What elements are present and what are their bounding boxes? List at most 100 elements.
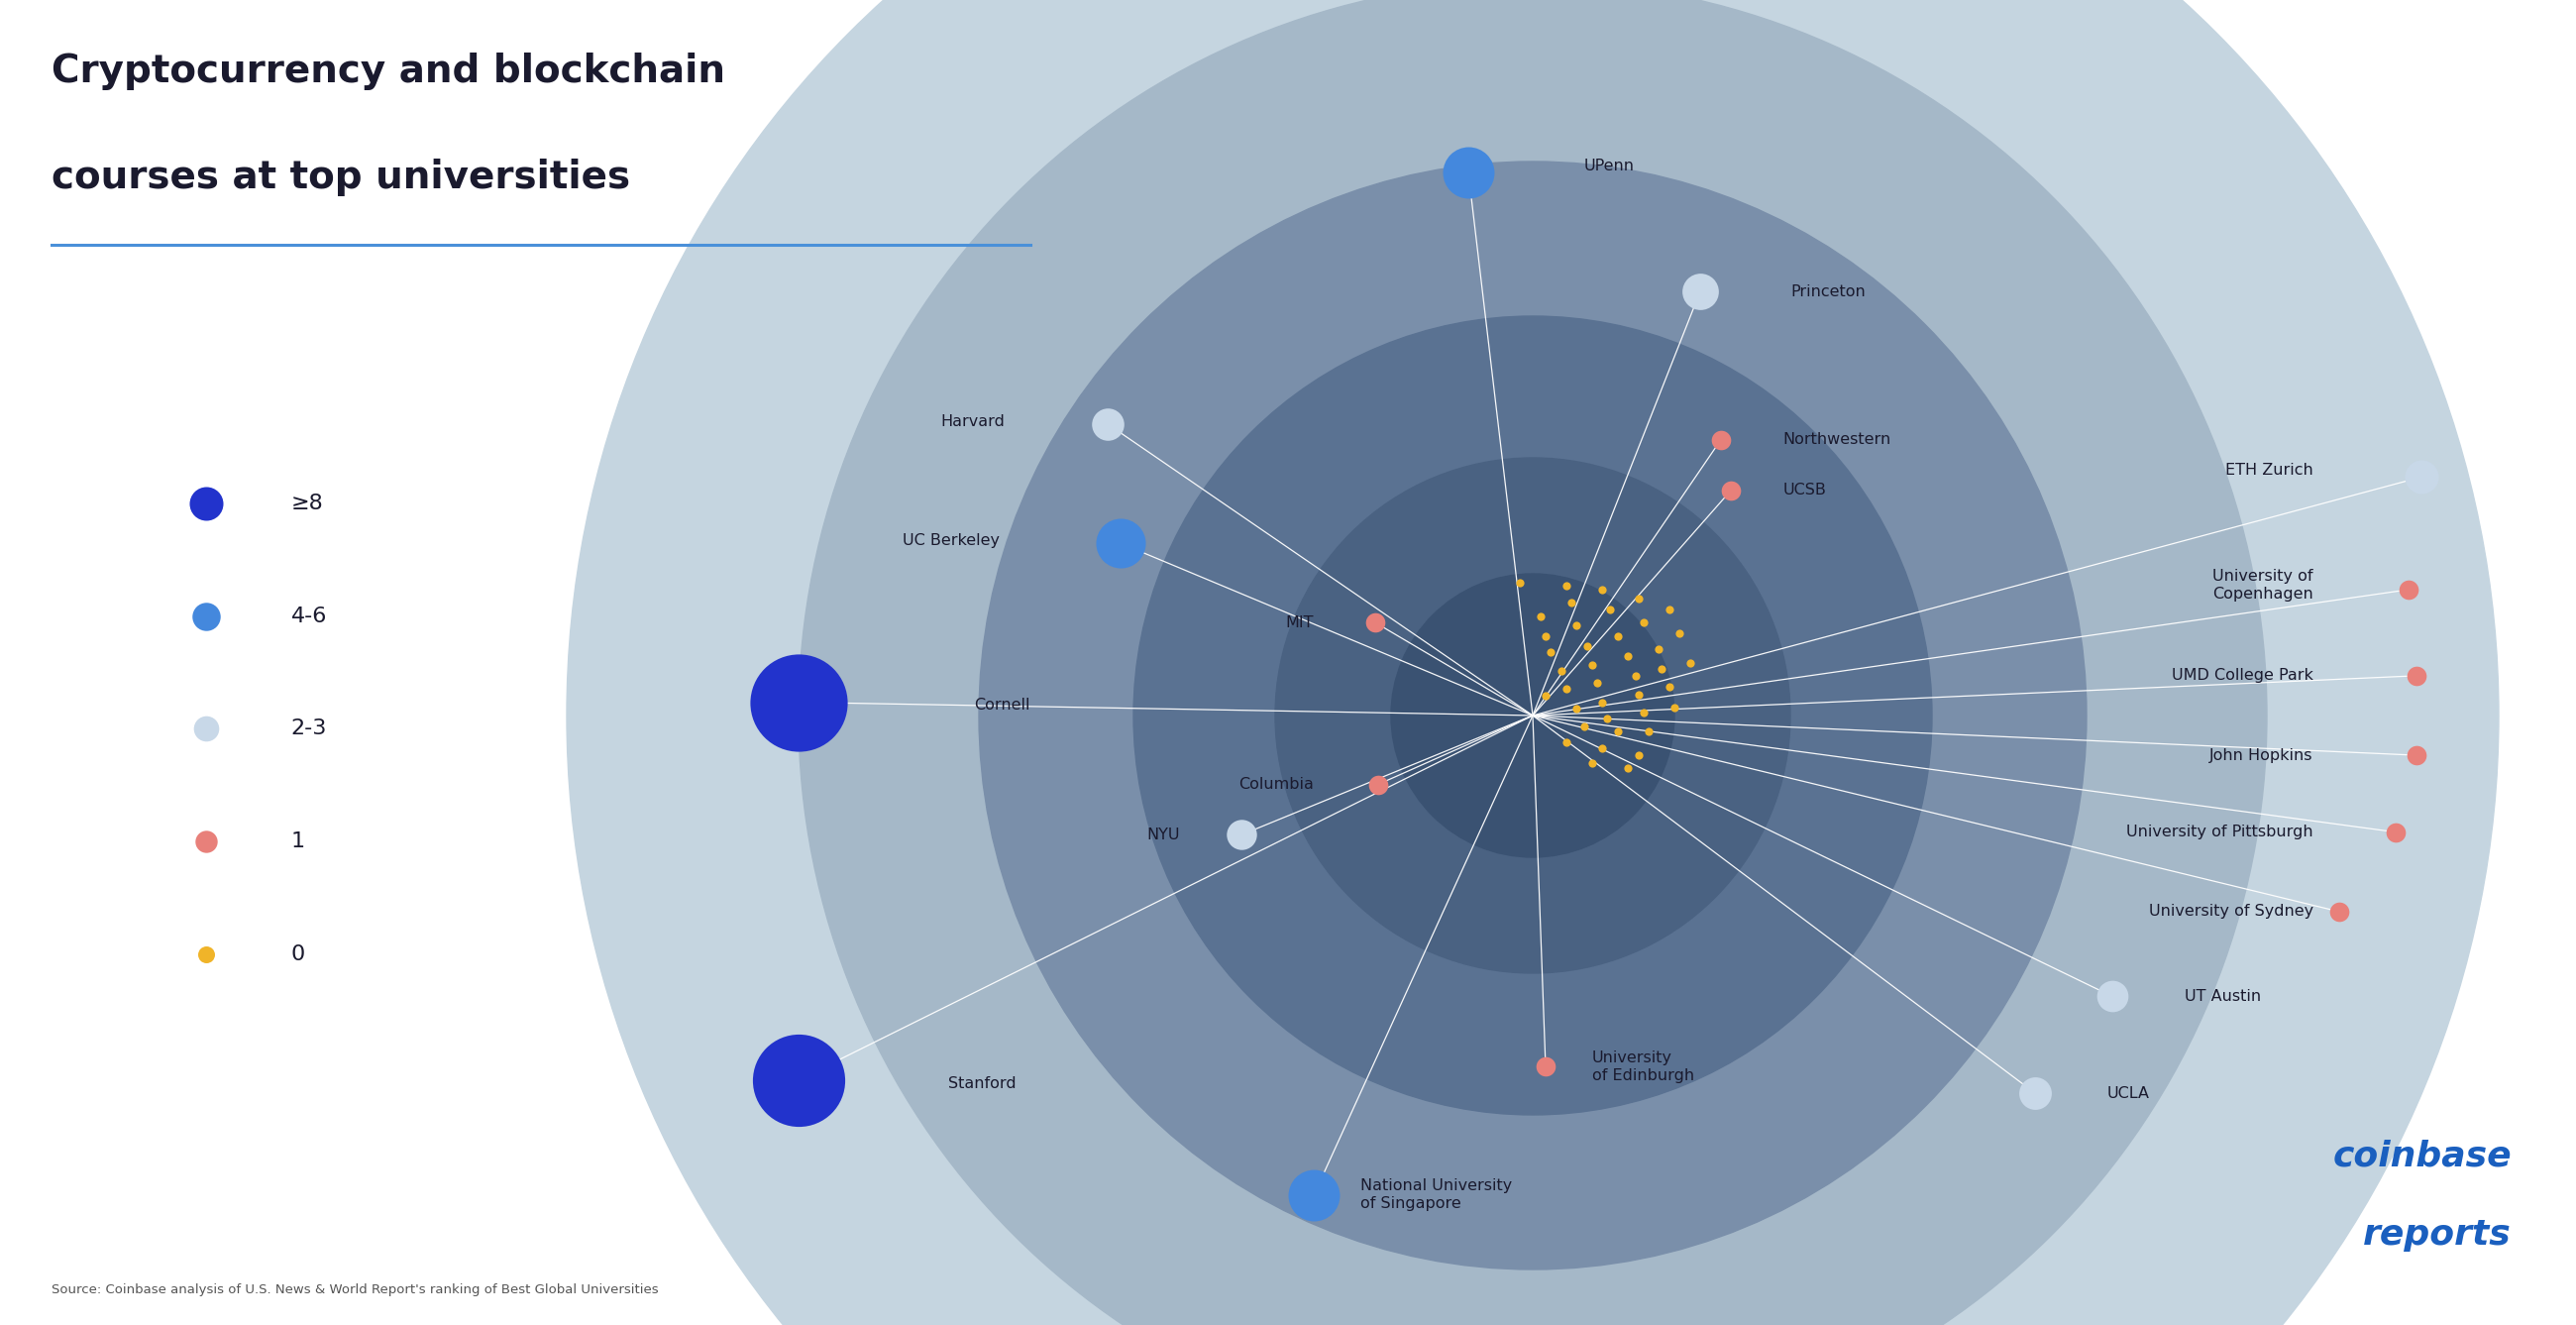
Text: courses at top universities: courses at top universities <box>52 159 631 196</box>
Point <box>1700 429 1741 450</box>
Text: 4-6: 4-6 <box>291 607 327 625</box>
Point <box>1358 774 1399 795</box>
Point <box>1100 533 1141 554</box>
Point <box>1649 676 1690 697</box>
Point <box>778 1069 819 1090</box>
Point <box>1589 599 1631 620</box>
Point <box>1520 606 1561 627</box>
Point <box>1710 480 1752 501</box>
Text: UCSB: UCSB <box>1783 482 1826 498</box>
Point <box>1556 615 1597 636</box>
Point <box>2396 665 2437 686</box>
Ellipse shape <box>1275 458 1790 973</box>
Text: 2-3: 2-3 <box>291 719 327 738</box>
Point <box>2388 579 2429 600</box>
Point <box>1525 1056 1566 1077</box>
Text: Columbia: Columbia <box>1239 776 1314 792</box>
Point <box>1546 678 1587 700</box>
Point <box>2401 466 2442 488</box>
Ellipse shape <box>799 0 2267 1325</box>
Point <box>1618 745 1659 766</box>
Point <box>1638 639 1680 660</box>
Point <box>1448 162 1489 183</box>
Text: reports: reports <box>2362 1219 2512 1252</box>
Point <box>1564 716 1605 737</box>
Point <box>1623 702 1664 723</box>
Point <box>1571 655 1613 676</box>
Point <box>1546 731 1587 753</box>
Text: coinbase: coinbase <box>2334 1140 2512 1173</box>
Text: National University
of Singapore: National University of Singapore <box>1360 1179 1512 1211</box>
Text: John Hopkins: John Hopkins <box>2210 747 2313 763</box>
Text: UT Austin: UT Austin <box>2184 988 2262 1004</box>
Point <box>1649 599 1690 620</box>
Text: UPenn: UPenn <box>1584 158 1636 174</box>
Point <box>185 493 227 514</box>
Point <box>1641 659 1682 680</box>
Point <box>1087 413 1128 435</box>
Point <box>1582 579 1623 600</box>
Point <box>1654 697 1695 718</box>
Point <box>1615 665 1656 686</box>
Text: Source: Coinbase analysis of U.S. News & World Report's ranking of Best Global U: Source: Coinbase analysis of U.S. News &… <box>52 1283 659 1296</box>
Ellipse shape <box>1391 574 1674 857</box>
Ellipse shape <box>567 0 2499 1325</box>
Point <box>2092 986 2133 1007</box>
Point <box>1525 625 1566 647</box>
Point <box>1607 758 1649 779</box>
Ellipse shape <box>979 162 2087 1269</box>
Point <box>2318 901 2360 922</box>
Point <box>1530 641 1571 662</box>
Point <box>1293 1185 1334 1206</box>
Point <box>1680 281 1721 302</box>
Text: Cryptocurrency and blockchain: Cryptocurrency and blockchain <box>52 53 726 90</box>
Text: Northwestern: Northwestern <box>1783 432 1891 448</box>
Point <box>1355 612 1396 633</box>
Text: University of Sydney: University of Sydney <box>2148 904 2313 920</box>
Text: 1: 1 <box>291 832 304 851</box>
Point <box>1556 698 1597 719</box>
Point <box>2396 745 2437 766</box>
Point <box>1546 575 1587 596</box>
Text: University of
Copenhagen: University of Copenhagen <box>2213 570 2313 602</box>
Point <box>778 692 819 713</box>
Point <box>1582 692 1623 713</box>
Point <box>1618 684 1659 705</box>
Point <box>1499 572 1540 594</box>
Point <box>1628 721 1669 742</box>
Point <box>1221 824 1262 845</box>
Text: UCLA: UCLA <box>2107 1085 2151 1101</box>
Ellipse shape <box>1133 317 1932 1114</box>
Point <box>1597 721 1638 742</box>
Point <box>1618 588 1659 610</box>
Point <box>1525 685 1566 706</box>
Text: UMD College Park: UMD College Park <box>2172 668 2313 684</box>
Point <box>1587 708 1628 729</box>
Point <box>185 943 227 965</box>
Point <box>185 718 227 739</box>
Text: NYU: NYU <box>1146 827 1180 843</box>
Point <box>1577 672 1618 693</box>
Text: University
of Edinburgh: University of Edinburgh <box>1592 1051 1695 1083</box>
Text: ETH Zurich: ETH Zurich <box>2226 462 2313 478</box>
Point <box>2375 822 2416 843</box>
Text: 0: 0 <box>291 945 304 963</box>
Text: Harvard: Harvard <box>940 413 1005 429</box>
Point <box>185 831 227 852</box>
Text: Cornell: Cornell <box>974 697 1030 713</box>
Point <box>1566 636 1607 657</box>
Point <box>1597 625 1638 647</box>
Text: University of Pittsburgh: University of Pittsburgh <box>2125 824 2313 840</box>
Point <box>1607 645 1649 666</box>
Text: MIT: MIT <box>1285 615 1314 631</box>
Text: UC Berkeley: UC Berkeley <box>902 533 999 549</box>
Point <box>185 606 227 627</box>
Point <box>1669 652 1710 673</box>
Point <box>1582 738 1623 759</box>
Point <box>1623 612 1664 633</box>
Point <box>1659 623 1700 644</box>
Point <box>2014 1083 2056 1104</box>
Point <box>1551 592 1592 613</box>
Text: Princeton: Princeton <box>1790 284 1865 299</box>
Point <box>1571 753 1613 774</box>
